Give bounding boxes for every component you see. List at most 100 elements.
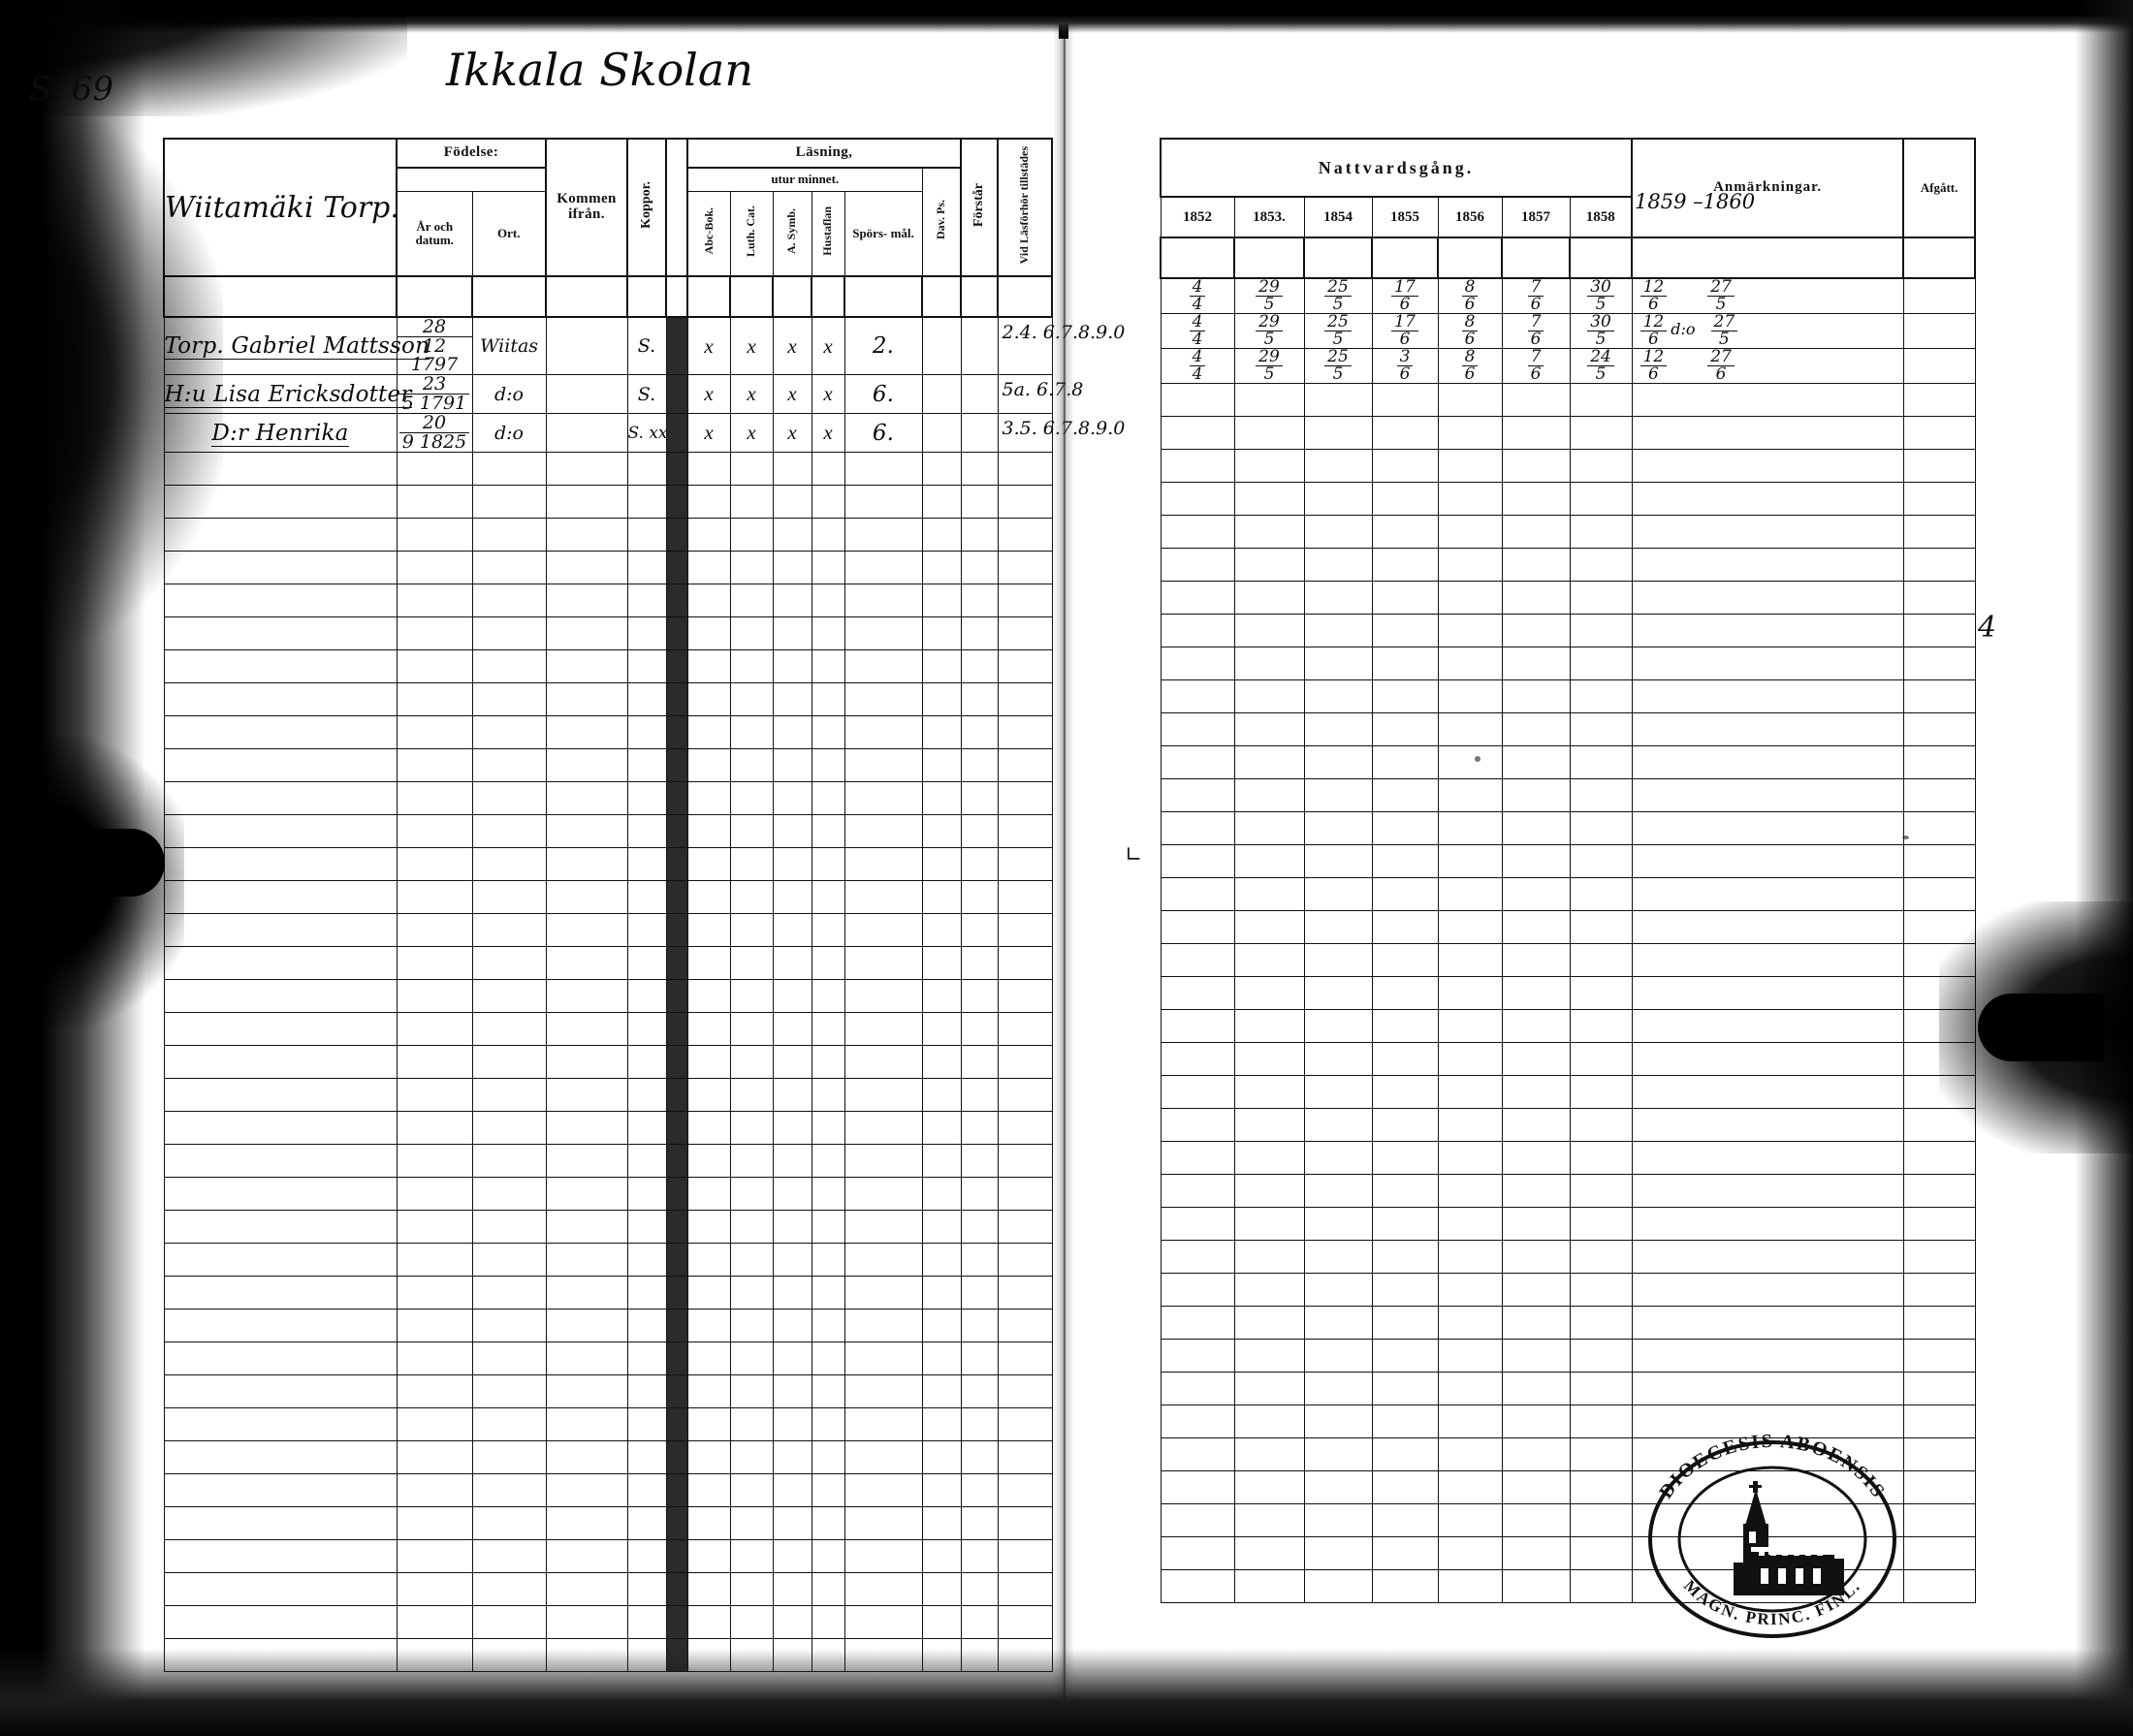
communion-date: 17 6 [1391,314,1418,348]
table-cell [163,1506,398,1540]
table-cell [396,1506,473,1540]
table-cell [811,1539,845,1573]
table-cell [471,1111,547,1145]
table-cell [921,518,962,552]
table-cell [396,1144,473,1178]
table-cell [665,1473,688,1507]
table-row [163,584,1053,617]
table-cell [163,1374,398,1408]
table-cell [686,1243,731,1277]
table-cell [1501,1470,1571,1504]
table-cell [396,1341,473,1375]
table-row [163,1539,1053,1573]
table-cell [1371,416,1439,450]
table-cell [163,1111,398,1145]
table-cell [772,1473,812,1507]
scan-edge-right [2075,0,2133,1736]
birth-place: d:o [493,383,524,405]
table-cell [471,748,547,782]
table-cell [960,1243,999,1277]
table-cell [811,814,845,848]
table-cell [1371,844,1439,878]
table-cell [545,1638,628,1672]
table-cell [729,913,774,947]
table-cell [1902,877,1976,911]
table-cell [1303,647,1373,680]
koppor-value: S. [637,335,656,357]
table-cell [665,847,688,881]
table-cell [1371,383,1439,417]
table-cell [1303,1569,1373,1603]
table-cell [811,1309,845,1342]
table-cell [1371,910,1439,944]
table-cell [1233,976,1305,1010]
table-cell [1902,1075,1976,1109]
hustaflan-header: Hustaflan [811,190,845,277]
table-cell [960,682,999,716]
table-cell [960,649,999,683]
table-cell [686,649,731,683]
table-cell [729,748,774,782]
table-row [163,616,1053,650]
table-cell [1631,1273,1904,1307]
table-cell [626,1210,667,1244]
table-cell [729,1243,774,1277]
table-cell [1631,1405,1904,1438]
table-cell [844,551,923,584]
table-cell [471,518,547,552]
fodelse-header: Födelse: [396,138,547,169]
person-name: H:u Lisa Ericksdotter [164,381,412,408]
table-cell [1902,383,1976,417]
table-cell [729,715,774,749]
table-cell [772,616,812,650]
table-cell [997,1440,1053,1474]
table-cell [626,452,667,486]
table-cell [1160,482,1235,516]
table-cell [471,1638,547,1672]
table-cell [1902,1009,1976,1043]
table-cell [1303,811,1373,845]
table-cell [844,584,923,617]
table-cell [545,682,628,716]
table-cell [471,715,547,749]
table-row [163,1374,1053,1408]
table-cell [626,1539,667,1573]
table-cell [844,1407,923,1441]
table-cell [772,1638,812,1672]
table-cell [545,913,628,947]
table-row [163,880,1053,914]
table-cell [1303,1075,1373,1109]
table-row [1160,1273,1976,1307]
table-cell [729,616,774,650]
person-name: D:r Henrika [211,420,349,447]
table-cell [844,748,923,782]
table-cell [1437,976,1503,1010]
table-cell [997,649,1053,683]
table-cell [960,1177,999,1211]
table-cell [1160,1470,1235,1504]
table-cell [1371,1240,1439,1274]
table-cell [163,1473,398,1507]
table-cell [1233,1536,1305,1570]
table-cell [1569,1339,1633,1373]
anmarkningar-date-a: 12 6 [1640,279,1668,313]
table-cell [686,1341,731,1375]
table-cell [811,1243,845,1277]
nattvardsgang-header: Nattvardsgång. [1159,138,1634,198]
table-cell [1371,1339,1439,1373]
table-cell [811,485,845,519]
table-cell [396,1276,473,1310]
table-cell [1501,877,1571,911]
koppor-value: S. xx [627,423,668,443]
table-cell [921,551,962,584]
table-cell [1902,1174,1976,1208]
table-cell [1902,1437,1976,1471]
table-cell [997,1144,1053,1178]
table-cell [163,1177,398,1211]
table-cell [545,518,628,552]
narrow-handwritten-column-header [665,138,688,277]
table-cell [686,1144,731,1178]
table-cell [626,1276,667,1310]
table-cell [471,1473,547,1507]
table-cell [626,616,667,650]
